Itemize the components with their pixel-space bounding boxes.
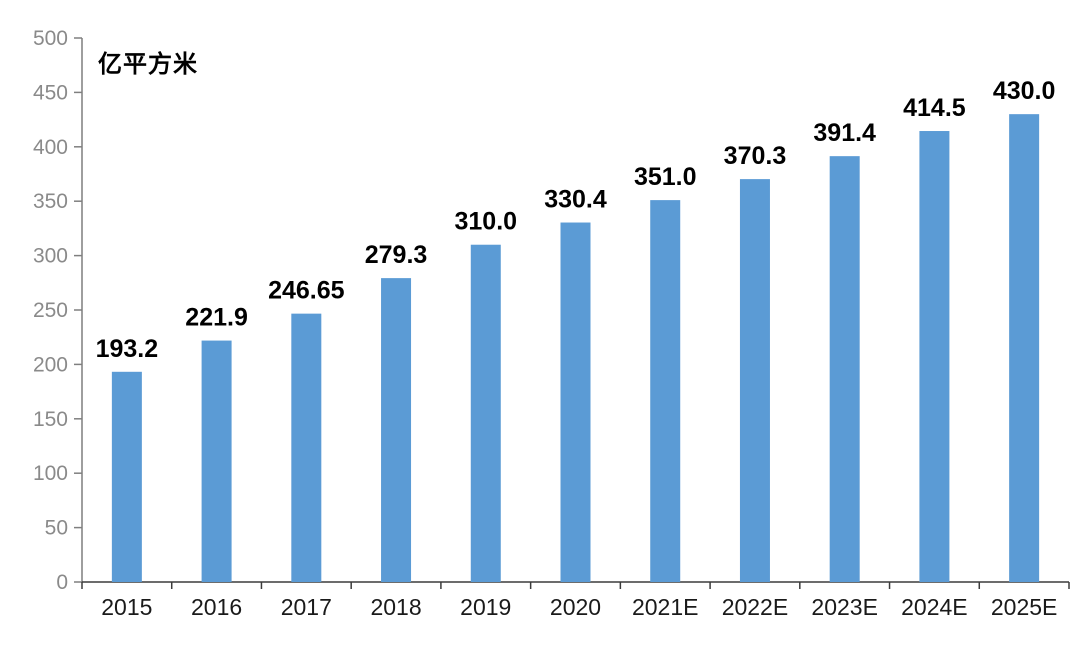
y-tick-label: 500: [33, 27, 68, 50]
x-tick-label: 2015: [101, 594, 152, 620]
x-tick-label: 2021E: [632, 594, 699, 620]
bar-2017: [291, 313, 322, 582]
bar-value-label: 246.65: [268, 277, 345, 305]
y-tick-label: 450: [33, 81, 68, 104]
x-tick-label: 2022E: [722, 594, 789, 620]
bar-2018: [381, 278, 412, 582]
bar-value-label: 221.9: [185, 304, 248, 332]
y-tick-label: 200: [33, 353, 68, 376]
bar-value-label: 193.2: [96, 335, 159, 363]
y-tick-label: 300: [33, 245, 68, 268]
y-tick-label: 100: [33, 462, 68, 485]
x-tick-label: 2025E: [991, 594, 1058, 620]
x-tick-label: 2017: [281, 594, 332, 620]
x-tick-label: 2018: [370, 594, 421, 620]
bar-2020: [560, 222, 591, 583]
bar-value-label: 370.3: [724, 142, 787, 170]
bar-value-label: 279.3: [365, 241, 428, 269]
x-tick-label: 2016: [191, 594, 242, 620]
bar-value-label: 414.5: [903, 94, 966, 122]
bar-value-label: 310.0: [454, 208, 517, 236]
bar-2025E: [1009, 114, 1040, 582]
bar-value-label: 391.4: [813, 119, 876, 147]
bar-2015: [111, 371, 142, 582]
y-tick-label: 0: [56, 571, 68, 594]
bar-value-label: 430.0: [993, 77, 1056, 105]
bar-value-label: 330.4: [544, 186, 607, 214]
y-tick-label: 50: [45, 517, 68, 540]
bar-2019: [470, 244, 501, 582]
y-tick-label: 400: [33, 136, 68, 159]
bar-2022E: [739, 179, 770, 583]
bar-2023E: [829, 156, 860, 582]
bar-2016: [201, 340, 232, 582]
y-tick-label: 150: [33, 408, 68, 431]
bar-value-label: 351.0: [634, 163, 697, 191]
bar-2021E: [650, 200, 681, 582]
unit-label: 亿平方米: [98, 51, 198, 78]
x-tick-label: 2024E: [901, 594, 968, 620]
x-tick-label: 2020: [550, 594, 601, 620]
bar-2024E: [919, 131, 950, 583]
x-tick-label: 2019: [460, 594, 511, 620]
y-tick-label: 250: [33, 299, 68, 322]
y-tick-label: 350: [33, 190, 68, 213]
x-tick-label: 2023E: [811, 594, 878, 620]
